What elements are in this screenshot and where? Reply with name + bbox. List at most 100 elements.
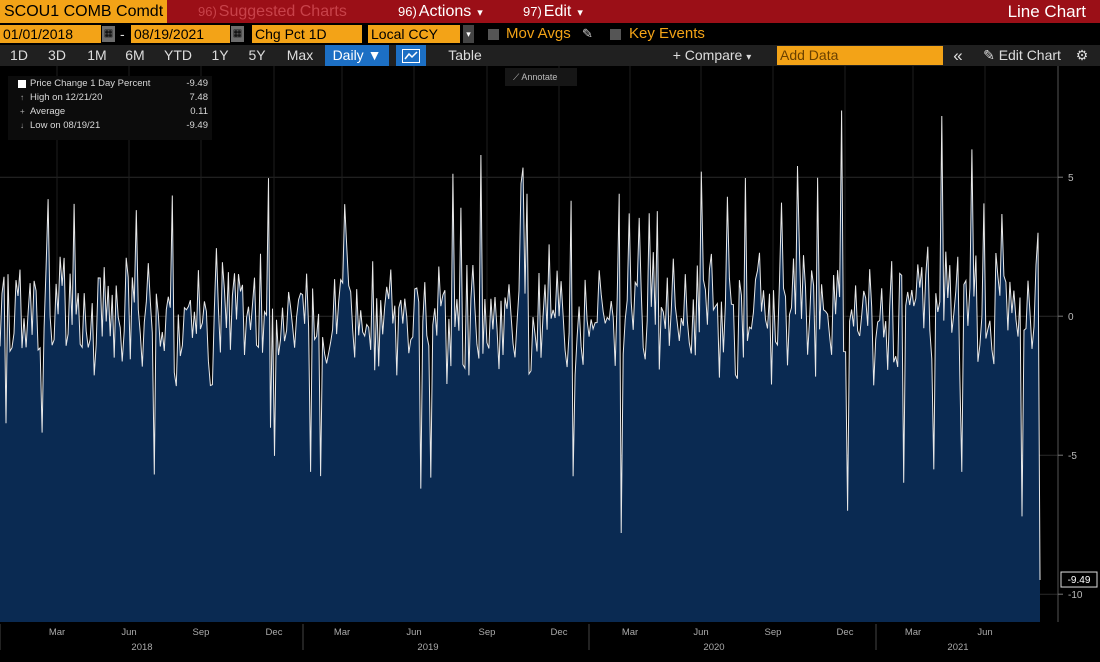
y-tick-label: -5 xyxy=(1068,451,1077,462)
period-3d-button[interactable]: 3D xyxy=(48,47,66,63)
x-tick-label: Jun xyxy=(977,627,992,638)
period-max-button[interactable]: Max xyxy=(286,47,314,63)
ticker-field[interactable]: SCOU1 COMB Comdt xyxy=(0,0,168,23)
legend-high: ↑ High on 12/21/20 7.48 xyxy=(8,91,212,105)
line-chart-icon[interactable] xyxy=(396,45,426,66)
annotate-label: Annotate xyxy=(521,72,558,82)
currency-field[interactable]: Local CCY xyxy=(368,25,460,43)
edit-chart-button[interactable]: ✎ Edit Chart xyxy=(972,45,1072,66)
series-area-fill xyxy=(0,110,1040,622)
x-tick-label: Sep xyxy=(479,627,496,638)
suggested-charts-button[interactable]: 96) Suggested Charts xyxy=(198,0,347,23)
edit-label: Edit xyxy=(543,3,572,20)
x-tick-label: Mar xyxy=(334,627,350,638)
chart-legend: Price Change 1 Day Percent -9.49 ↑ High … xyxy=(8,76,212,140)
legend-average: + Average 0.11 xyxy=(8,105,212,119)
x-year-label: 2019 xyxy=(417,642,438,653)
compare-button[interactable]: + Compare ▾ xyxy=(662,45,762,66)
legend-average-value: 0.11 xyxy=(190,106,208,117)
legend-average-label: Average xyxy=(30,106,66,117)
collapse-icon[interactable]: « xyxy=(953,46,963,65)
y-tick-label: -10 xyxy=(1068,590,1083,601)
chevron-down-icon: ▾ xyxy=(746,52,752,63)
series-line xyxy=(0,110,1041,581)
period-1d-button[interactable]: 1D xyxy=(10,47,28,63)
legend-series[interactable]: Price Change 1 Day Percent -9.49 xyxy=(8,77,212,91)
price-change-chart[interactable]: 5 0 -5 -10 Mar Jun Sep Dec Mar Jun Sep Dec Mar Jun Se… xyxy=(0,66,1100,662)
x-tick-label: Jun xyxy=(693,627,708,638)
period-6m-button[interactable]: 6M xyxy=(125,47,145,63)
x-year-label: 2021 xyxy=(947,642,968,653)
legend-series-value: -9.49 xyxy=(186,78,208,89)
high-marker-icon: ↑ xyxy=(20,93,24,102)
edit-chart-label: Edit Chart xyxy=(998,47,1061,63)
frequency-dropdown[interactable]: Daily ▼ xyxy=(325,45,389,66)
x-tick-label: Mar xyxy=(905,627,921,638)
legend-high-value: 7.48 xyxy=(189,92,209,103)
x-year-label: 2020 xyxy=(703,642,724,653)
last-value-box xyxy=(1060,571,1098,588)
legend-series-label: Price Change 1 Day Percent xyxy=(30,78,151,89)
pencil-icon[interactable]: ✎ xyxy=(582,26,593,41)
annotate-pencil-icon: ⟋ xyxy=(513,72,520,82)
legend-low: ↓ Low on 08/19/21 -9.49 xyxy=(8,119,212,133)
period-bar: 1D 3D 1M 6M YTD 1Y 5Y Max Daily ▼ Table … xyxy=(0,45,1100,66)
low-marker-icon: ↓ xyxy=(20,121,24,130)
currency-dropdown-icon[interactable]: ▾ xyxy=(463,25,474,43)
x-tick-label: Dec xyxy=(551,627,568,638)
period-1y-button[interactable]: 1Y xyxy=(211,47,229,63)
end-date-field[interactable]: 08/19/2021 xyxy=(131,25,230,43)
x-tick-label: Jun xyxy=(406,627,421,638)
actions-menu[interactable]: 96) Actions ▾ xyxy=(398,0,483,23)
edit-menu[interactable]: 97) Edit ▾ xyxy=(523,0,583,23)
frequency-label: Daily xyxy=(332,47,364,63)
last-value-text: -9.49 xyxy=(1068,575,1091,586)
x-tick-label: Dec xyxy=(837,627,854,638)
chevron-down-icon: ▾ xyxy=(577,7,583,19)
key-events-label[interactable]: Key Events xyxy=(629,25,705,42)
y-axis-ticks: 5 0 -5 -10 xyxy=(1058,173,1083,601)
calendar-icon[interactable]: ▦ xyxy=(231,26,244,42)
annotate-button[interactable]: ⟋ Annotate xyxy=(505,68,577,86)
compare-label: + Compare xyxy=(672,47,743,63)
chart-type-title: Line Chart xyxy=(1007,2,1086,21)
gear-icon[interactable]: ⚙ xyxy=(1075,47,1089,63)
series-color-swatch xyxy=(18,80,26,88)
legend-high-label: High on 12/21/20 xyxy=(30,92,103,103)
table-button[interactable]: Table xyxy=(448,47,482,63)
x-axis-ticks: Mar Jun Sep Dec Mar Jun Sep Dec Mar Jun Sep Dec Mar J… xyxy=(0,624,993,653)
mov-avgs-checkbox[interactable] xyxy=(488,29,499,40)
edit-num: 97) xyxy=(523,4,542,19)
start-date-field[interactable]: 01/01/2018 xyxy=(0,25,101,43)
chart-area: 5 0 -5 -10 Mar Jun Sep Dec Mar Jun Sep Dec Mar Jun Se… xyxy=(0,66,1100,662)
period-5y-button[interactable]: 5Y xyxy=(248,47,266,63)
pencil-icon: ✎ xyxy=(983,47,995,63)
metric-field[interactable]: Chg Pct 1D xyxy=(252,25,362,43)
x-tick-label: Dec xyxy=(266,627,283,638)
suggested-charts-num: 96) xyxy=(198,4,217,19)
y-tick-label: 5 xyxy=(1068,173,1074,184)
period-1m-button[interactable]: 1M xyxy=(87,47,107,63)
date-separator: - xyxy=(120,26,125,42)
calendar-icon[interactable]: ▦ xyxy=(102,26,115,42)
average-marker-icon: + xyxy=(20,107,25,116)
mov-avgs-label[interactable]: Mov Avgs xyxy=(506,25,571,42)
chevron-down-icon: ▾ xyxy=(477,7,483,19)
add-data-input[interactable]: Add Data xyxy=(777,46,943,65)
actions-label: Actions xyxy=(418,3,472,20)
period-ytd-button[interactable]: YTD xyxy=(164,47,192,63)
key-events-checkbox[interactable] xyxy=(610,29,621,40)
last-value-label: -9.49 xyxy=(1060,571,1098,588)
suggested-charts-label: Suggested Charts xyxy=(218,3,347,20)
y-tick-label: 0 xyxy=(1068,312,1074,323)
x-tick-label: Sep xyxy=(193,627,210,638)
controls-bar: 01/01/2018 ▦ - 08/19/2021 ▦ Chg Pct 1D L… xyxy=(0,24,1100,44)
x-tick-label: Mar xyxy=(622,627,638,638)
legend-low-value: -9.49 xyxy=(186,120,208,131)
legend-low-label: Low on 08/19/21 xyxy=(30,120,101,131)
top-toolbar: SCOU1 COMB Comdt 96) Suggested Charts 96)… xyxy=(0,0,1100,23)
actions-num: 96) xyxy=(398,4,417,19)
x-year-label: 2018 xyxy=(131,642,152,653)
x-tick-label: Jun xyxy=(121,627,136,638)
x-tick-label: Mar xyxy=(49,627,65,638)
